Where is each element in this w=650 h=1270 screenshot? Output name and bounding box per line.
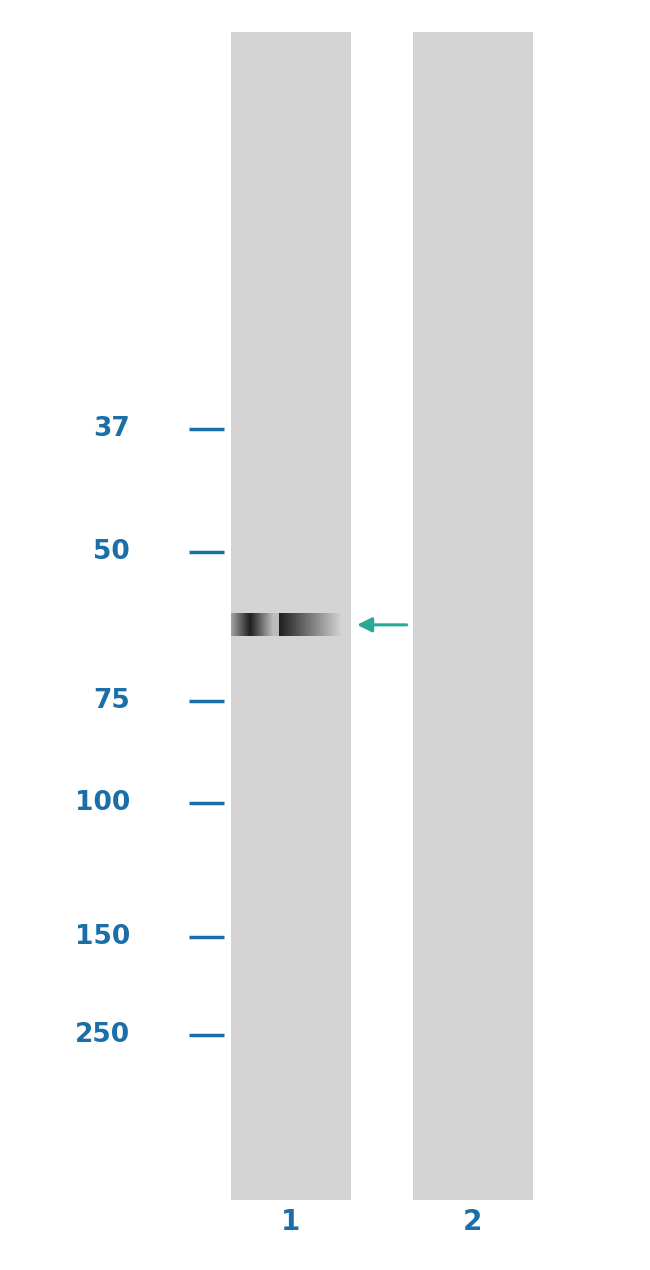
Bar <box>231 32 351 1200</box>
Text: 37: 37 <box>93 417 130 442</box>
Text: 2: 2 <box>463 1208 482 1236</box>
Text: 250: 250 <box>75 1022 130 1048</box>
Text: 75: 75 <box>93 688 130 714</box>
Text: 150: 150 <box>75 925 130 950</box>
Text: 100: 100 <box>75 790 130 815</box>
Bar <box>413 32 533 1200</box>
Text: 1: 1 <box>281 1208 300 1236</box>
Text: 50: 50 <box>93 540 130 565</box>
